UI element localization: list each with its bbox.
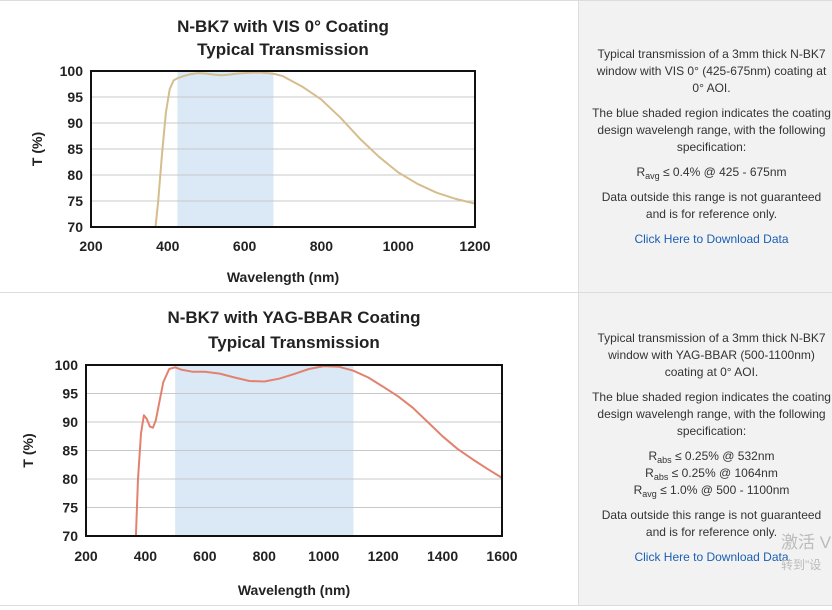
x-tick-label: 800 [253,548,277,564]
y-axis-label: T (%) [20,433,36,467]
shading-note: The blue shaded region indicates the coa… [592,390,831,438]
y-tick-label: 90 [67,115,83,131]
x-tick-label: 1200 [459,238,490,254]
spec-list: Rabs ≤ 0.25% @ 532nm Rabs ≤ 0.25% @ 1064… [591,448,832,499]
download-data-link[interactable]: Click Here to Download Data [634,232,789,246]
x-axis-label: Wavelength (nm) [227,269,339,285]
chart-subtitle: Typical Transmission [208,333,380,352]
y-tick-label: 80 [62,471,78,487]
y-tick-label: 100 [60,63,84,79]
chart-yag-bbar-coating: N-BK7 with YAG-BBAR Coating Typical Trans… [20,308,518,598]
chart-row-2: N-BK7 with YAG-BBAR Coating Typical Trans… [0,292,832,606]
chart-title: N-BK7 with VIS 0° Coating [177,17,389,36]
y-tick-label: 85 [67,141,83,157]
shading-note: The blue shaded region indicates the coa… [592,106,831,154]
x-tick-label: 1200 [368,548,399,564]
y-tick-label: 70 [67,219,83,235]
y-tick-label: 100 [55,357,79,373]
x-tick-label: 400 [134,548,158,564]
y-tick-label: 95 [62,386,78,402]
chart-title: N-BK7 with YAG-BBAR Coating [167,308,420,327]
transmission-line [134,365,503,537]
plot-frame [85,364,503,537]
x-tick-label: 600 [193,548,217,564]
x-axis-label: Wavelength (nm) [238,582,350,598]
spec-line: Rabs ≤ 0.25% @ 532nm [648,449,775,465]
x-tick-label: 1000 [308,548,339,564]
description-panel-2: Typical transmission of a 3mm thick N-BK… [578,293,832,605]
x-tick-label: 200 [79,238,103,254]
description: Typical transmission of a 3mm thick N-BK… [596,47,827,95]
spec-line: Ravg ≤ 1.0% @ 500 - 1100nm [633,483,790,499]
disclaimer: Data outside this range is not guarantee… [601,508,822,539]
x-tick-label: 400 [156,238,180,254]
chart-row-1: N-BK7 with VIS 0° Coating Typical Transmi… [0,0,832,293]
transmission-line [154,71,476,228]
x-tick-label: 1000 [383,238,414,254]
y-axis-label: T (%) [29,132,45,166]
y-tick-label: 90 [62,414,78,430]
description-panel-1: Typical transmission of a 3mm thick N-BK… [578,1,832,293]
chart-cell-1: N-BK7 with VIS 0° Coating Typical Transmi… [0,1,578,293]
x-tick-label: 1400 [427,548,458,564]
x-tick-label: 200 [74,548,98,564]
download-data-link[interactable]: Click Here to Download Data [634,550,789,564]
y-tick-label: 80 [67,167,83,183]
description: Typical transmission of a 3mm thick N-BK… [597,331,826,379]
y-tick-label: 95 [67,89,83,105]
chart-subtitle: Typical Transmission [197,40,369,59]
os-activation-watermark: 激活 V [781,533,832,552]
y-tick-label: 70 [62,528,78,544]
description-text-1: Typical transmission of a 3mm thick N-BK… [591,46,832,248]
os-activation-watermark-sub: 转到"设 [781,558,822,572]
y-tick-label: 75 [62,500,78,516]
spec-line: Ravg ≤ 0.4% @ 425 - 675nm [636,165,787,181]
disclaimer: Data outside this range is not guarantee… [601,190,822,221]
spec-list: Ravg ≤ 0.4% @ 425 - 675nm [591,164,832,181]
chart-cell-2: N-BK7 with YAG-BBAR Coating Typical Trans… [0,293,578,605]
spec-line: Rabs ≤ 0.25% @ 1064nm [645,466,778,482]
x-tick-label: 800 [310,238,334,254]
description-text-2: Typical transmission of a 3mm thick N-BK… [591,330,832,566]
y-tick-label: 85 [62,443,78,459]
chart-vis-0-coating: N-BK7 with VIS 0° Coating Typical Transmi… [29,17,491,285]
plot-frame [90,70,476,228]
x-tick-label: 1600 [486,548,517,564]
y-tick-label: 75 [67,193,83,209]
x-tick-label: 600 [233,238,257,254]
